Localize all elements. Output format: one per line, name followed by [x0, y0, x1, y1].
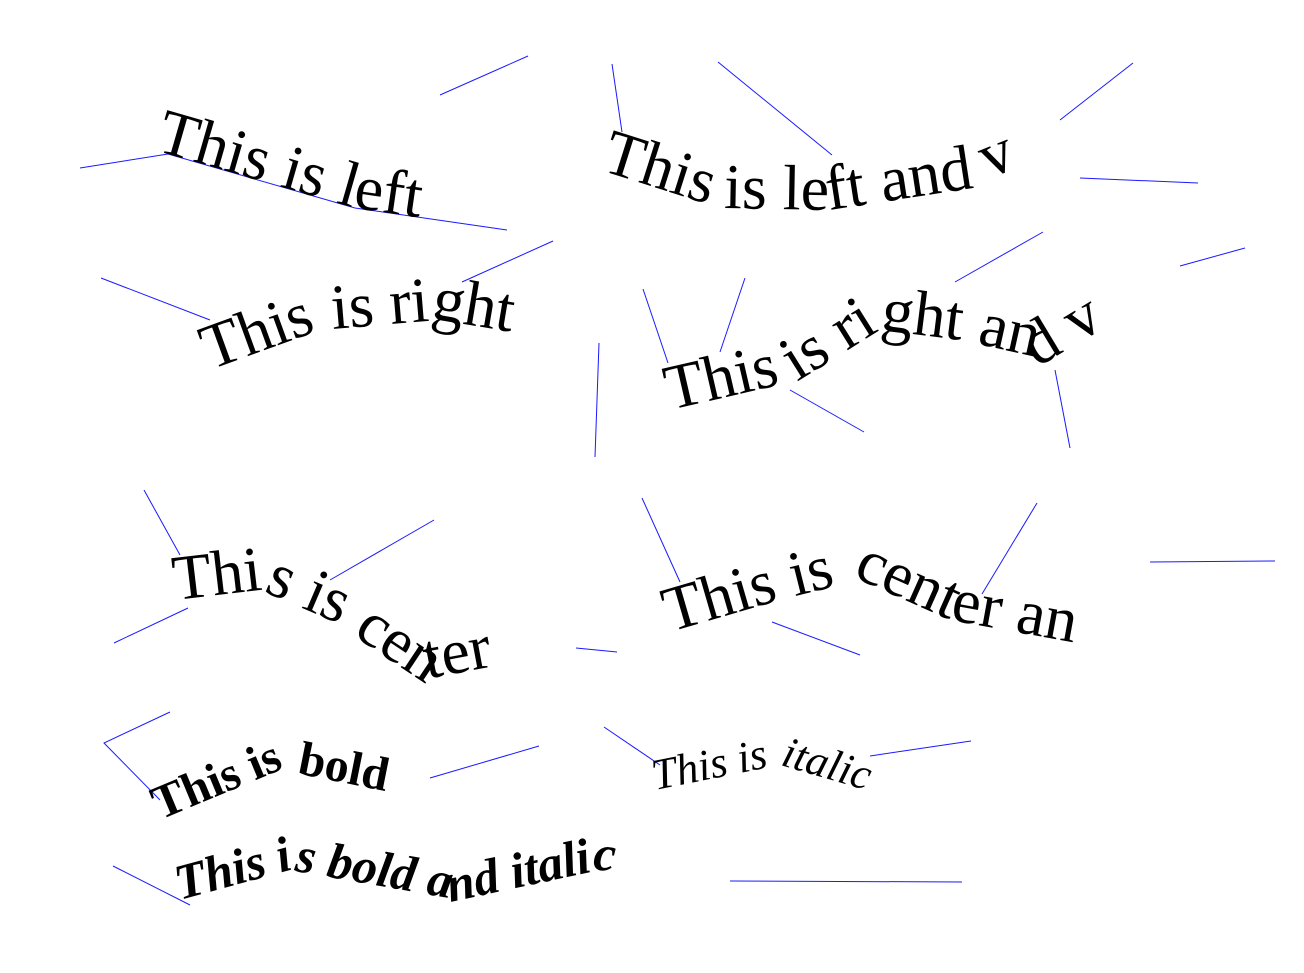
guide-line-right-v-1: [642, 288, 669, 364]
sample-bold-italic: This is bold and italic: [168, 825, 618, 913]
guide-line-right-v-3: [789, 389, 865, 433]
guide-line-left: [79, 153, 508, 231]
guide-line-right-2: [461, 240, 554, 283]
sample-center-an-text: This is center an: [654, 524, 1084, 656]
sample-italic: This is italic: [647, 727, 878, 800]
guide-line-center-an-3: [981, 502, 1038, 595]
sample-left-v: This is left and v: [596, 114, 1024, 224]
guide-line-center-1: [143, 489, 181, 556]
guide-line-left-v-2: [717, 61, 833, 156]
sample-left: This is left: [151, 95, 428, 231]
sample-right-v: This is right and v: [657, 273, 1113, 423]
sample-italic-text: This is italic: [647, 727, 878, 800]
sample-right-text: This is right: [191, 262, 521, 383]
guide-line-italic-2: [869, 740, 972, 757]
guide-line-center-an-1: [641, 497, 681, 583]
sample-right-v-text: This is right and v: [657, 273, 1113, 423]
guide-line-bold-italic-2: [729, 880, 963, 883]
guide-line-italic-1: [603, 726, 661, 766]
guide-line-right-v-6: [1179, 247, 1246, 267]
guide-line-center-4: [575, 647, 618, 653]
sample-right: This is right: [191, 262, 521, 383]
guide-line-right-v-5: [1054, 369, 1071, 449]
guide-line-left-2: [439, 55, 529, 96]
guide-line-left-v-1: [611, 63, 623, 133]
guide-line-bold-italic-1: [112, 865, 191, 906]
guide-line-left-v-3: [1059, 62, 1134, 121]
guide-line-right-3: [594, 342, 600, 458]
sample-left-text: This is left: [151, 95, 428, 231]
guide-line-center-an-2: [771, 621, 861, 656]
guide-line-right-v-4: [954, 231, 1044, 283]
sample-bold-text: This is bold: [144, 729, 394, 830]
sample-center-an: This is center an: [654, 524, 1084, 656]
guide-line-right-1: [100, 277, 211, 321]
sample-bold: This is bold: [144, 729, 394, 830]
guide-line-center-2: [329, 519, 435, 581]
guide-line-center-an-4: [1149, 560, 1276, 563]
guide-lines: [79, 55, 1276, 906]
guide-line-bold-2: [429, 745, 540, 779]
guide-line-center-3: [113, 607, 189, 644]
sample-center-text: This is center: [168, 533, 496, 696]
guide-line-left-v-4: [1079, 177, 1199, 184]
sample-center: This is center: [168, 533, 496, 696]
guide-line-bold-1: [103, 711, 171, 801]
guide-line-right-v-2: [719, 277, 746, 353]
sample-left-v-text: This is left and v: [596, 114, 1024, 224]
sample-bold-italic-text: This is bold and italic: [168, 825, 618, 913]
